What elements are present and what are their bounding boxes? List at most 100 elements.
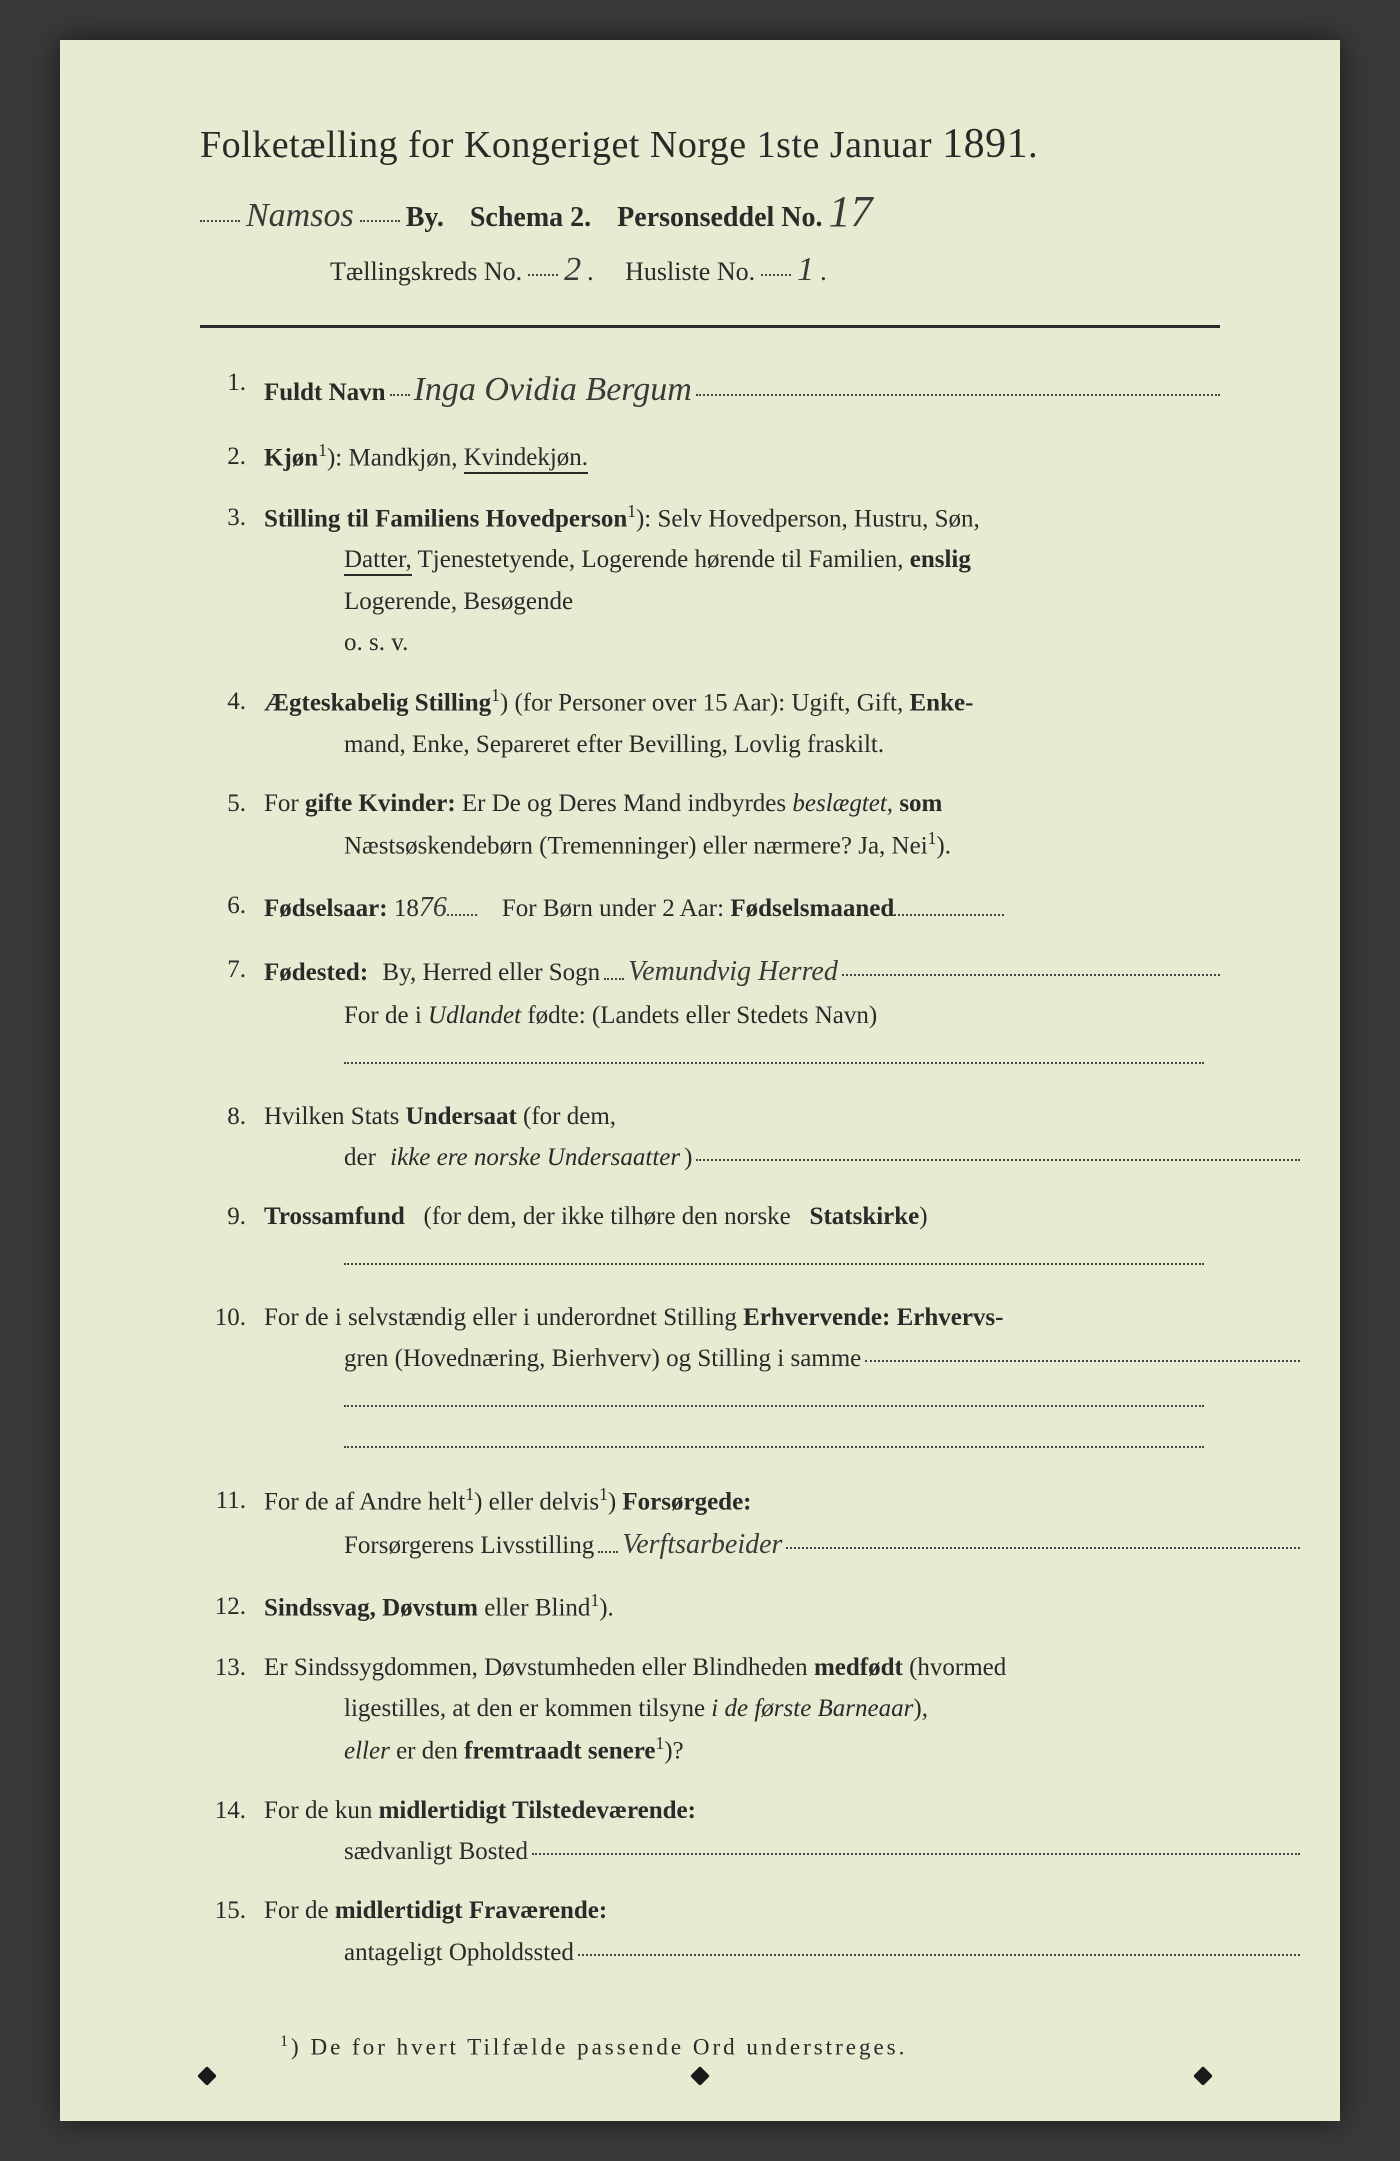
item-1: Fuldt Navn Inga Ovidia Bergum [200, 362, 1220, 418]
item-3: Stilling til Familiens Hovedperson1): Se… [200, 497, 1220, 663]
fn-ref: 1 [627, 501, 636, 521]
item-10-line1a: For de i selvstændig eller i underordnet… [264, 1304, 737, 1331]
divider-rule [200, 325, 1220, 328]
item-4-label: Ægteskabelig Stilling [264, 689, 491, 716]
item-7-value: Vemundvig Herred [628, 949, 838, 995]
page-title: Folketælling for Kongeriget Norge 1ste J… [200, 120, 1220, 168]
item-5-line2: Næstsøskendebørn (Tremenninger) eller næ… [344, 832, 928, 859]
item-10-dot1 [344, 1383, 1204, 1408]
title-period: . [1028, 124, 1038, 166]
item-3-tail: Selv Hovedperson, Hustru, Søn, [658, 505, 980, 532]
dot-lead [200, 192, 240, 222]
kreds-no-handwritten: 2 [564, 251, 581, 289]
item-8-line2b: ikke ere norske Undersaatter [390, 1137, 680, 1178]
item-7-line2a: For de i [344, 1002, 422, 1029]
item-14: For de kun midlertidigt Tilstedeværende:… [200, 1790, 1220, 1873]
item-8: Hvilken Stats Undersaat (for dem, der ik… [200, 1096, 1220, 1179]
item-11-line2: Forsørgerens Livsstilling [344, 1525, 594, 1566]
item-15-line1b: midlertidigt Fraværende: [335, 1897, 607, 1924]
dot-k1 [528, 248, 558, 276]
item-7: Fødested: By, Herred eller Sogn Vemundvi… [200, 949, 1220, 1078]
fn-ref: 1 [465, 1484, 474, 1504]
subheader-line-1: Namsos By. Schema 2. Personseddel No. 17 [200, 186, 1220, 237]
item-8-line1c: (for dem, [523, 1103, 616, 1130]
item-5-ital: beslægtet, [792, 790, 893, 817]
item-2-label: Kjøn [264, 444, 318, 471]
item-5: For gifte Kvinder: Er De og Deres Mand i… [200, 783, 1220, 867]
item-8-line2a: der [344, 1137, 376, 1178]
item-6-mid: For Børn under 2 Aar: [502, 895, 724, 922]
footnote-text: De for hvert Tilfælde passende Ord under… [310, 2035, 907, 2060]
item-7-line2b: Udlandet [428, 1002, 521, 1029]
item-13-line2b: i de første Barneaar [711, 1695, 913, 1722]
item-12-b: eller Blind [484, 1595, 590, 1622]
personseddel-label: Personseddel No. [617, 202, 822, 234]
form-items: Fuldt Navn Inga Ovidia Bergum Kjøn1): Ma… [200, 362, 1220, 1973]
husliste-label: Husliste No. [625, 257, 755, 287]
dot-h1 [761, 248, 791, 276]
footnote-marker: 1 [280, 2033, 291, 2050]
item-12-a: Sindssvag, Døvstum [264, 1595, 478, 1622]
item-11-line1: For de af Andre helt [264, 1488, 465, 1515]
item-4-line2: mand, Enke, Separeret efter Bevilling, L… [264, 724, 1220, 765]
item-3-line2c: enslig [910, 546, 971, 573]
kreds-label: Tællingskreds No. [330, 257, 522, 287]
item-9-label: Trossamfund [264, 1203, 405, 1230]
item-13-line1b: medfødt [814, 1654, 903, 1681]
binding-hole-icon [197, 2066, 217, 2086]
item-15: For de midlertidigt Fraværende: antageli… [200, 1890, 1220, 1973]
item-8-dotline [696, 1134, 1300, 1161]
city-handwritten: Namsos [246, 197, 354, 235]
item-7-line2c: fødte: (Landets eller Stedets Navn) [527, 1002, 877, 1029]
item-14-line2: sædvanligt Bosted [344, 1831, 528, 1872]
item-6-year-prefix: 18 [394, 895, 419, 922]
item-3-opt-datter: Datter, [344, 546, 412, 576]
husliste-no-handwritten: 1 [797, 251, 814, 289]
item-14-line1a: For de kun [264, 1797, 372, 1824]
fn-ref: 1 [590, 1590, 599, 1610]
personseddel-no-handwritten: 17 [829, 186, 873, 237]
item-3-line3: Logerende, Besøgende [264, 581, 1220, 622]
title-year: 1891 [942, 121, 1028, 167]
binding-hole-icon [690, 2066, 710, 2086]
item-6-label2: Fødselsmaaned [730, 895, 894, 922]
by-label: By. [406, 202, 444, 234]
item-2: Kjøn1): Mandkjøn, Kvindekjøn. [200, 436, 1220, 479]
item-7-tail: By, Herred eller Sogn [382, 952, 600, 993]
item-4-tail1b: Enke- [910, 689, 974, 716]
item-2-opt-b: Kvindekjøn. [464, 444, 588, 474]
husliste-period: . [820, 257, 827, 287]
item-11-tail: Forsørgede: [622, 1488, 751, 1515]
census-form-page: Folketælling for Kongeriget Norge 1ste J… [60, 40, 1340, 2121]
item-13-line3c: fremtraadt senere [464, 1738, 655, 1765]
item-4: Ægteskabelig Stilling1) (for Personer ov… [200, 681, 1220, 765]
item-6-label: Fødselsaar: [264, 895, 388, 922]
item-3-line4: o. s. v. [264, 622, 1220, 663]
item-5-lead: For [264, 790, 299, 817]
item-12: Sindssvag, Døvstum eller Blind1). [200, 1586, 1220, 1629]
item-15-line2: antageligt Opholdssted [344, 1932, 574, 1973]
footnote: 1) De for hvert Tilfælde passende Ord un… [200, 2033, 1220, 2061]
item-9-dotline [344, 1241, 1204, 1266]
item-7-dotline [344, 1040, 1204, 1065]
item-10: For de i selvstændig eller i underordnet… [200, 1297, 1220, 1462]
item-5-tail1: Er De og Deres Mand indbyrdes [462, 790, 786, 817]
title-text: Folketælling for Kongeriget Norge 1ste J… [200, 124, 932, 166]
fn-ref: 1 [655, 1733, 664, 1753]
item-10-dot2 [344, 1424, 1204, 1449]
item-14-dotline [532, 1828, 1300, 1855]
item-10-line2: gren (Hovednæring, Bierhverv) og Stillin… [344, 1338, 861, 1379]
item-13-line1a: Er Sindssygdommen, Døvstumheden eller Bl… [264, 1654, 808, 1681]
kreds-period: . [587, 257, 594, 287]
item-9-tail: (for dem, der ikke tilhøre den norske [424, 1203, 791, 1230]
item-1-label: Fuldt Navn [264, 372, 386, 413]
fn-ref: 1 [318, 440, 327, 460]
item-8-line1b: Undersaat [406, 1103, 517, 1130]
item-3-label: Stilling til Familiens Hovedperson [264, 505, 627, 532]
item-9-tailb: Statskirke [810, 1203, 920, 1230]
item-6: Fødselsaar: 1876 For Børn under 2 Aar: F… [200, 885, 1220, 931]
binding-hole-icon [1193, 2066, 1213, 2086]
item-15-dotline [578, 1929, 1300, 1956]
item-3-line2b: Tjenestetyende, Logerende hørende til Fa… [418, 546, 904, 573]
item-13: Er Sindssygdommen, Døvstumheden eller Bl… [200, 1647, 1220, 1772]
